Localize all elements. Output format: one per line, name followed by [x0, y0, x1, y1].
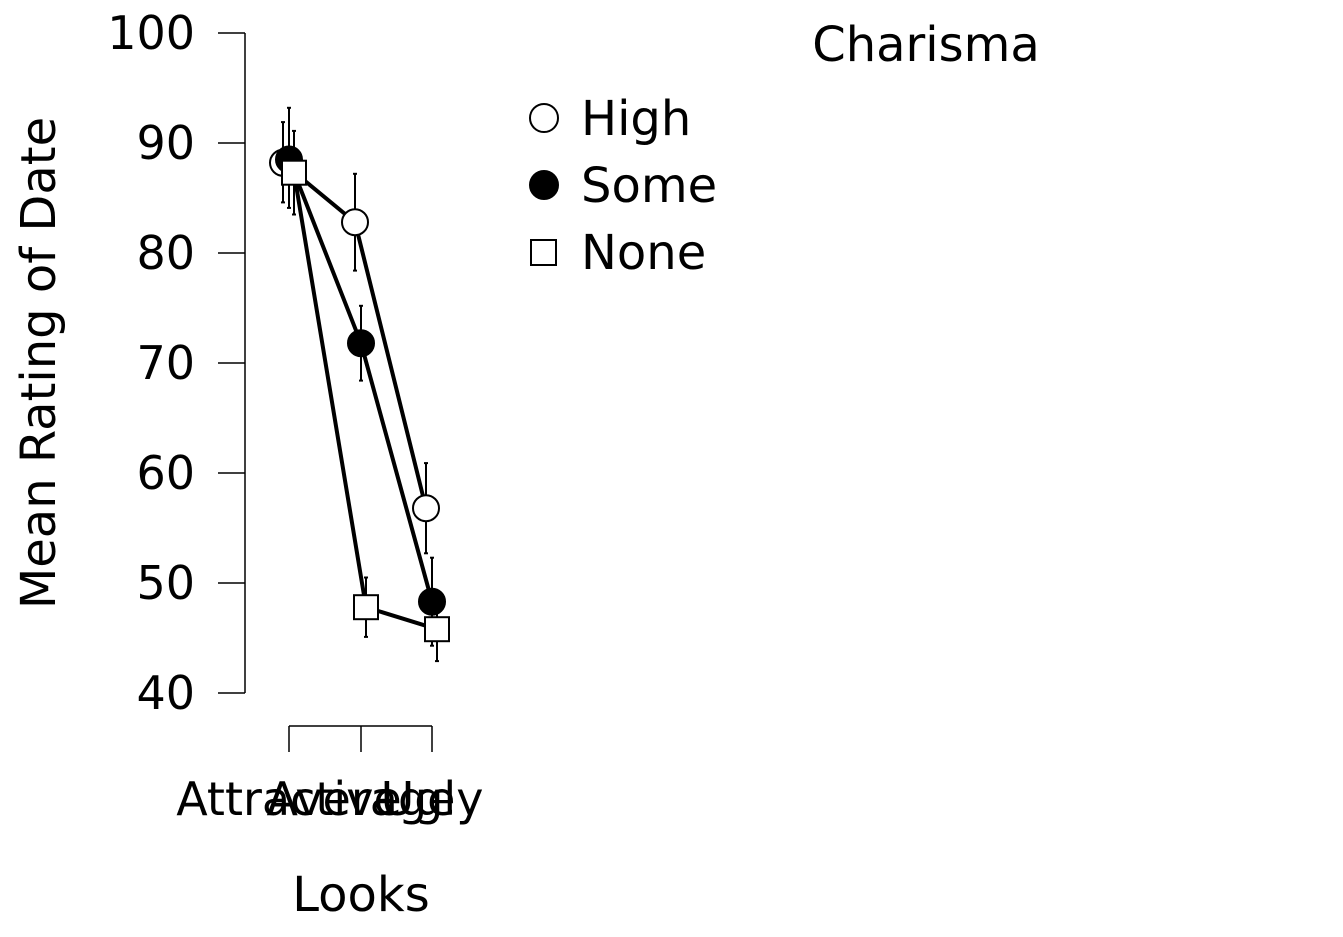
y-tick-label: 80 — [136, 226, 195, 280]
data-point-none — [353, 594, 379, 621]
y-tick-label: 90 — [136, 116, 195, 170]
data-point-some — [347, 329, 375, 358]
legend: Charisma High Some None — [529, 17, 1040, 281]
x-tick-label: Average — [267, 772, 456, 826]
y-axis: 40 50 60 70 80 90 100 — [107, 6, 246, 720]
y-tick-label: 60 — [136, 446, 195, 500]
y-tick-label: 100 — [107, 6, 195, 60]
data-point-none — [281, 159, 307, 186]
y-tick-label: 40 — [136, 666, 195, 720]
x-tick-label: Attractive — [176, 772, 401, 826]
data-point-high — [412, 494, 440, 523]
data-point-high — [341, 208, 369, 237]
legend-label-none: None — [581, 225, 706, 281]
x-axis-title: Looks — [292, 867, 429, 923]
legend-swatch-none — [530, 239, 557, 266]
legend-label-some: Some — [581, 158, 717, 214]
y-axis-title: Mean Rating of Date — [11, 117, 67, 609]
data-markers — [269, 145, 450, 643]
y-tick-label: 50 — [136, 556, 195, 610]
data-point-some — [418, 587, 446, 616]
y-tick-label: 70 — [136, 336, 195, 390]
legend-swatch-some — [529, 170, 559, 200]
legend-label-high: High — [581, 91, 691, 147]
data-point-none — [424, 616, 450, 643]
legend-title: Charisma — [812, 17, 1040, 73]
x-tick-label: Ugly — [381, 772, 484, 826]
legend-swatch-high — [529, 103, 559, 133]
series-line-none — [292, 172, 438, 632]
